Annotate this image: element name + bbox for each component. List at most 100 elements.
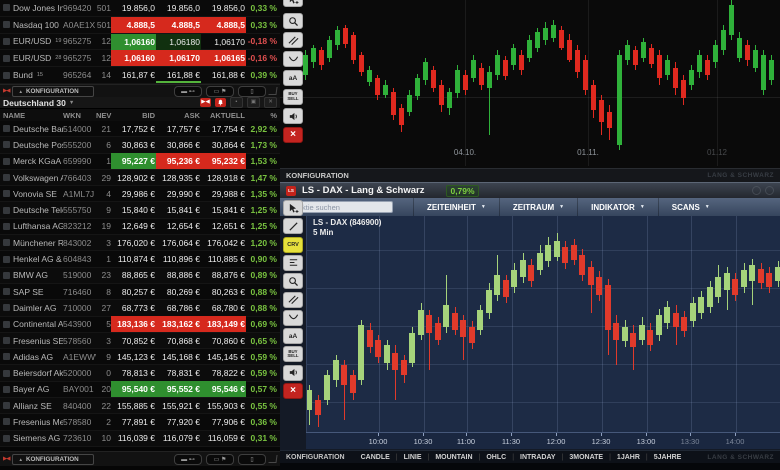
charttype-ohlc[interactable]: OHLC [486, 453, 507, 461]
parallel-tool-button[interactable] [283, 32, 303, 48]
levels-tool-button[interactable] [283, 254, 303, 271]
separator: | [395, 453, 398, 461]
column-header-nev[interactable]: NEV [96, 110, 112, 120]
bid-cell: 15,840 € [121, 205, 155, 216]
menu-zeiteinheit[interactable]: ZEITEINHEIT ▼ [413, 198, 499, 216]
resize-handle-icon[interactable] [268, 455, 278, 463]
close-tool-button[interactable]: × [283, 127, 303, 143]
dash-pill[interactable]: ▬ ⊷ [174, 453, 202, 465]
menu-indikator[interactable]: INDIKATOR ▼ [577, 198, 658, 216]
search-input[interactable] [297, 202, 389, 212]
parallel-tool-button[interactable] [283, 291, 303, 308]
x-axis-label: 04.10. [453, 148, 477, 157]
window-pill[interactable]: ▯ [238, 85, 266, 97]
chevron-down-icon[interactable]: ▼ [68, 99, 75, 106]
candle-wick [619, 50, 620, 150]
quote-row[interactable]: Beiersdorf Aktiengesellsc520000 0 78,813 €… [0, 365, 280, 382]
close-tool-button[interactable]: × [283, 383, 303, 399]
charttype-mountain[interactable]: MOUNTAIN [435, 453, 473, 461]
konfiguration-label[interactable]: KONFIGURATION [286, 171, 349, 180]
instrument-name: Continental AG [0, 319, 63, 329]
column-header-wkn[interactable]: WKN [63, 110, 81, 120]
change-percent-cell: 0,59 % [250, 351, 277, 362]
crv-tool-button[interactable]: CRV [283, 236, 303, 253]
cursor-tool-button[interactable] [283, 0, 303, 7]
bell-icon[interactable] [215, 98, 226, 107]
zoom-tool-button[interactable] [283, 273, 303, 290]
charttype-candle[interactable]: CANDLE [360, 453, 390, 461]
quote-row[interactable]: Nasdaq 10028A0AE1X5014.888,54.888,54.888… [0, 16, 280, 34]
charttype-1jahr[interactable]: 1JAHR [616, 453, 640, 461]
buysell-tool-button[interactable]: BUY SELL [283, 89, 303, 105]
quote-row[interactable]: Lufthansa AG 823212 19 12,649 € 12,654 € 12,6… [0, 218, 280, 236]
charttype-intraday[interactable]: INTRADAY [520, 453, 556, 461]
quote-row[interactable]: Vonovia SE A1ML7J 4 29,986 € 29,990 € 29,988 … [0, 186, 280, 203]
window-pill[interactable]: ▯ [238, 453, 266, 465]
quote-row[interactable]: BMW AG 519000 23 88,865 € 88,886 € 88,876 € 0,… [0, 267, 280, 284]
konfiguration-label[interactable]: KONFIGURATION [286, 453, 345, 461]
flag-pill[interactable]: ▭ ⚑ [206, 85, 234, 97]
bid-cell: 70,852 € [121, 335, 155, 346]
konfiguration-tab[interactable]: ▲ KONFIGURATION [12, 453, 94, 465]
window-control-icon[interactable] [765, 186, 774, 195]
quote-row[interactable]: Dow Jones Industria969420 501 19.856,0 19.8… [0, 0, 280, 17]
dock-red-icon[interactable]: ▶◀ [3, 456, 11, 462]
dax-chart-plot[interactable]: LS - DAX (846900) 5 Min [306, 216, 780, 432]
buysell-tool-button[interactable]: BUY SELL [283, 346, 303, 363]
quote-row[interactable]: Fresenius Medical Care A578580 2 77,891 € 7… [0, 414, 280, 431]
sound-tool-button[interactable] [283, 364, 303, 381]
link-red-icon[interactable]: ▶◀ [200, 98, 211, 107]
column-header-name[interactable]: NAME [3, 110, 26, 120]
dash-pill[interactable]: ▬ ⊷ [174, 85, 202, 97]
quote-row[interactable]: Daimler AG 710000 27 68,773 € 68,786 € 68,780… [0, 300, 280, 317]
change-percent-cell: 2,92 % [250, 123, 277, 134]
charttype-3monate[interactable]: 3MONATE [569, 453, 604, 461]
menu-zeitraum[interactable]: ZEITRAUM ▼ [498, 198, 577, 216]
quote-row[interactable]: Volkswagen AG Vz.766403 29 128,902 € 128,93… [0, 169, 280, 187]
quote-row[interactable]: SAP SE 716460 8 80,257 € 80,269 € 80,263 € 0,8… [0, 283, 280, 301]
resize-handle-icon[interactable] [268, 87, 278, 95]
last-cell: 17,754 € [211, 123, 245, 134]
watchlist-tab[interactable]: Deutschland 30 [3, 97, 66, 108]
menu-scans[interactable]: SCANS ▼ [657, 198, 723, 216]
zoom-tool-button[interactable] [283, 13, 303, 29]
charttype-linie[interactable]: LINIE [403, 453, 422, 461]
quote-row[interactable]: Siemens AG 723610 10 116,039 € 116,079 € 116,… [0, 430, 280, 447]
quote-row[interactable]: Allianz SE 840400 22 155,885 € 155,921 € 155,… [0, 398, 280, 415]
flag-pill[interactable]: ▭ ⚑ [206, 453, 234, 465]
column-header-bid[interactable]: BID [142, 110, 155, 120]
quote-row[interactable]: Fresenius SE & Co. KGaA578560 3 70,852 € 70… [0, 332, 280, 350]
quote-row[interactable]: EUR/USD 19 965275 12 1,06160 1,06180 1,06170 -0… [0, 33, 280, 51]
quote-row[interactable]: Bayer AG BAY001 20 95,540 €95,552 €95,546 €… [0, 381, 280, 399]
quote-row[interactable]: Münchener Rückversiche843002 3 176,020 € 17… [0, 235, 280, 252]
quote-row[interactable]: Deutsche Bank AG514000 21 17,752 € 17,757 €… [0, 121, 280, 138]
quote-row[interactable]: Merck KGaA 659990 1 95,227 €95,236 €95,232 … [0, 153, 280, 170]
column-header-aktuell[interactable]: AKTUELL [210, 110, 245, 120]
curve-tool-button[interactable] [283, 309, 303, 326]
quote-row[interactable]: Adidas AGA1EWWW 9 145,123 € 145,168 € 145,14… [0, 349, 280, 366]
text-tool-button[interactable]: aA [283, 328, 303, 345]
dock-red-icon[interactable]: ▶◀ [3, 88, 11, 94]
quote-row[interactable]: Deutsche Post AG555200 6 30,863 € 30,866 € 3… [0, 137, 280, 154]
window-control-icon[interactable] [752, 186, 761, 195]
charttype-5jahre[interactable]: 5JAHRE [653, 453, 682, 461]
candle-wick [553, 20, 554, 42]
konfiguration-tab[interactable]: ▲ KONFIGURATION [12, 85, 94, 97]
column-header-%[interactable]: % [270, 110, 277, 120]
line-tool-button[interactable] [283, 218, 303, 235]
candle-wick [771, 55, 772, 85]
quote-row[interactable]: Deutsche Telekom555750 9 15,840 € 15,841 € 1… [0, 202, 280, 219]
square-icon[interactable]: ▪ [230, 97, 243, 108]
overview-chart-plot[interactable]: 04.10. 01.11. 01.12 [280, 0, 780, 166]
column-header-ask[interactable]: ASK [184, 110, 200, 120]
close-icon[interactable]: ✕ [264, 97, 277, 108]
text-tool-button[interactable]: aA [283, 70, 303, 86]
cursor-tool-button[interactable] [283, 200, 303, 216]
quote-row[interactable]: Henkel AG & Co. KGaA V604843 1 110,874 € 11… [0, 251, 280, 268]
sound-tool-button[interactable] [283, 108, 303, 124]
curve-tool-button[interactable] [283, 51, 303, 67]
quote-row[interactable]: Bund 15 965264 14 161,87 €161,88 €161,88 €0,… [0, 67, 280, 84]
window-icon[interactable]: ▣ [247, 97, 260, 108]
quote-row[interactable]: EUR/USD 28 965275 12 1,06160 1,06170 1,06165 -0… [0, 50, 280, 68]
